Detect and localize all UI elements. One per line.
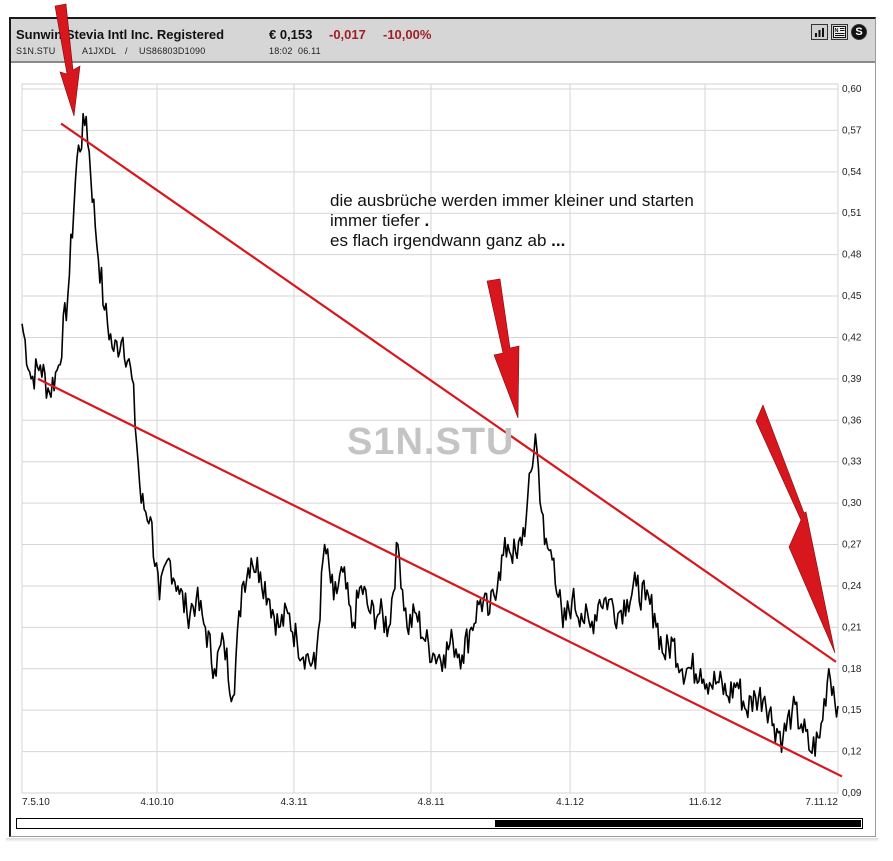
y-tick-label: 0,39 bbox=[842, 374, 862, 385]
y-tick-label: 0,24 bbox=[842, 581, 862, 592]
price-line bbox=[21, 112, 839, 757]
y-tick-label: 0,33 bbox=[842, 457, 862, 468]
price-change-pct: -10,00% bbox=[383, 27, 432, 42]
y-tick-label: 0,48 bbox=[842, 250, 862, 261]
y-tick-label: 0,54 bbox=[842, 167, 862, 178]
quote-date: 06.11 bbox=[298, 46, 321, 56]
y-tick-label: 0,18 bbox=[842, 664, 862, 675]
y-tick-label: 0,36 bbox=[842, 415, 862, 426]
x-tick-label: 4.8.11 bbox=[417, 797, 444, 808]
isin-label: US86803D1090 bbox=[139, 46, 206, 56]
arrow-icon bbox=[755, 404, 836, 654]
symbol-watermark: S1N.STU bbox=[347, 421, 515, 463]
svg-text:N: N bbox=[835, 28, 839, 34]
arrow-icon bbox=[486, 278, 520, 419]
arrow-icon bbox=[54, 3, 81, 117]
upper-trendline bbox=[60, 122, 837, 663]
annotation-line-1: die ausbrüche werden immer kleiner und s… bbox=[330, 191, 694, 210]
x-tick-label: 7.5.10 bbox=[22, 797, 50, 808]
wkn-label: A1JXDL bbox=[82, 46, 117, 56]
y-tick-label: 0,51 bbox=[842, 208, 862, 219]
annotation-text: die ausbrüche werden immer kleiner und s… bbox=[330, 191, 694, 251]
x-tick-label: 4.3.11 bbox=[280, 797, 307, 808]
last-price: € 0,153 bbox=[269, 27, 313, 42]
symbol-label: S1N.STU bbox=[16, 46, 56, 56]
y-tick-label: 0,57 bbox=[842, 125, 862, 136]
y-tick-label: 0,15 bbox=[842, 705, 862, 716]
y-tick-label: 0,30 bbox=[842, 498, 862, 509]
y-tick-label: 0,12 bbox=[842, 747, 862, 758]
news-icon[interactable]: N bbox=[831, 24, 848, 40]
quote-time: 18:02 bbox=[269, 46, 293, 56]
price-change: -0,017 bbox=[329, 27, 366, 42]
annotation-line-3: es flach irgendwann ganz ab ... bbox=[330, 231, 566, 250]
separator: / bbox=[125, 46, 128, 56]
annotation-line-2: immer tiefer . bbox=[330, 211, 430, 230]
bar-chart-icon[interactable] bbox=[811, 24, 828, 40]
y-tick-label: 0,09 bbox=[842, 788, 862, 799]
s-icon[interactable]: S bbox=[851, 24, 867, 40]
window-shadow bbox=[6, 838, 878, 842]
x-tick-label: 11.6.12 bbox=[689, 797, 722, 808]
header-icons: N S bbox=[811, 24, 867, 40]
time-range-scrollbar[interactable] bbox=[16, 818, 863, 829]
y-tick-label: 0,21 bbox=[842, 622, 862, 633]
y-tick-label: 0,42 bbox=[842, 332, 862, 343]
lower-trendline bbox=[37, 377, 843, 778]
y-tick-label: 0,45 bbox=[842, 291, 862, 302]
y-tick-label: 0,60 bbox=[842, 84, 862, 95]
x-tick-label: 4.1.12 bbox=[556, 797, 584, 808]
chart-window: Sunwin Stevia Intl Inc. Registered € 0,1… bbox=[9, 17, 876, 837]
quote-header: Sunwin Stevia Intl Inc. Registered € 0,1… bbox=[11, 19, 875, 63]
y-tick-label: 0,27 bbox=[842, 540, 862, 551]
x-tick-label: 4.10.10 bbox=[140, 797, 174, 808]
x-tick-label: 7.11.12 bbox=[805, 797, 838, 808]
scrollbar-thumb[interactable] bbox=[495, 820, 861, 827]
